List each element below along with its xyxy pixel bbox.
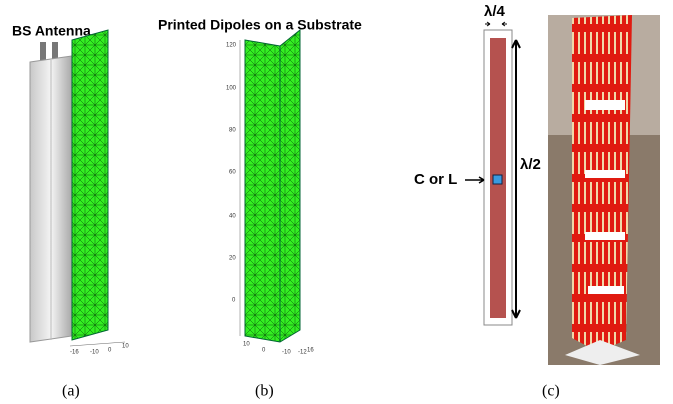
y-tick: 20	[229, 256, 236, 262]
annotation: λ/2	[520, 156, 541, 173]
panel-label: (b)	[255, 383, 274, 400]
arrow	[465, 177, 484, 183]
axis-tick: -10	[282, 350, 291, 356]
component	[493, 175, 502, 184]
axis-tick: -10	[90, 350, 99, 356]
axis-tick: 0	[108, 348, 112, 354]
figure: BS Antenna -16 -10 0 10 (a) Printed Dipo…	[0, 0, 673, 404]
pad	[585, 232, 625, 240]
panel-label: (a)	[62, 383, 80, 400]
axis-tick: -12	[298, 350, 307, 356]
red-antenna	[572, 15, 632, 352]
arrow	[485, 22, 490, 26]
axis-tick: 10	[122, 344, 129, 350]
y-tick: 80	[229, 128, 236, 134]
panel-label: (c)	[542, 383, 560, 400]
axis-tick: -16	[70, 350, 79, 356]
pad	[585, 170, 625, 178]
mesh-panel	[245, 30, 300, 342]
pad	[585, 100, 625, 110]
y-tick: 60	[229, 170, 236, 176]
arrow	[502, 22, 507, 26]
panel-title: BS Antenna	[12, 23, 91, 39]
axis-tick: 10	[243, 342, 250, 348]
y-tick: 120	[226, 43, 237, 49]
y-tick: 100	[226, 86, 237, 92]
mesh-panel	[72, 30, 108, 340]
arrow	[512, 40, 520, 318]
y-tick: 0	[232, 298, 236, 304]
axis	[70, 342, 125, 346]
pad	[588, 286, 624, 294]
y-tick: 40	[229, 214, 236, 220]
axis-tick: 16	[307, 348, 314, 354]
annotation: C or L	[414, 171, 457, 188]
annotation: λ/4	[484, 3, 506, 20]
panel-title: Printed Dipoles on a Substrate	[158, 17, 362, 33]
axis-tick: 0	[262, 348, 266, 354]
